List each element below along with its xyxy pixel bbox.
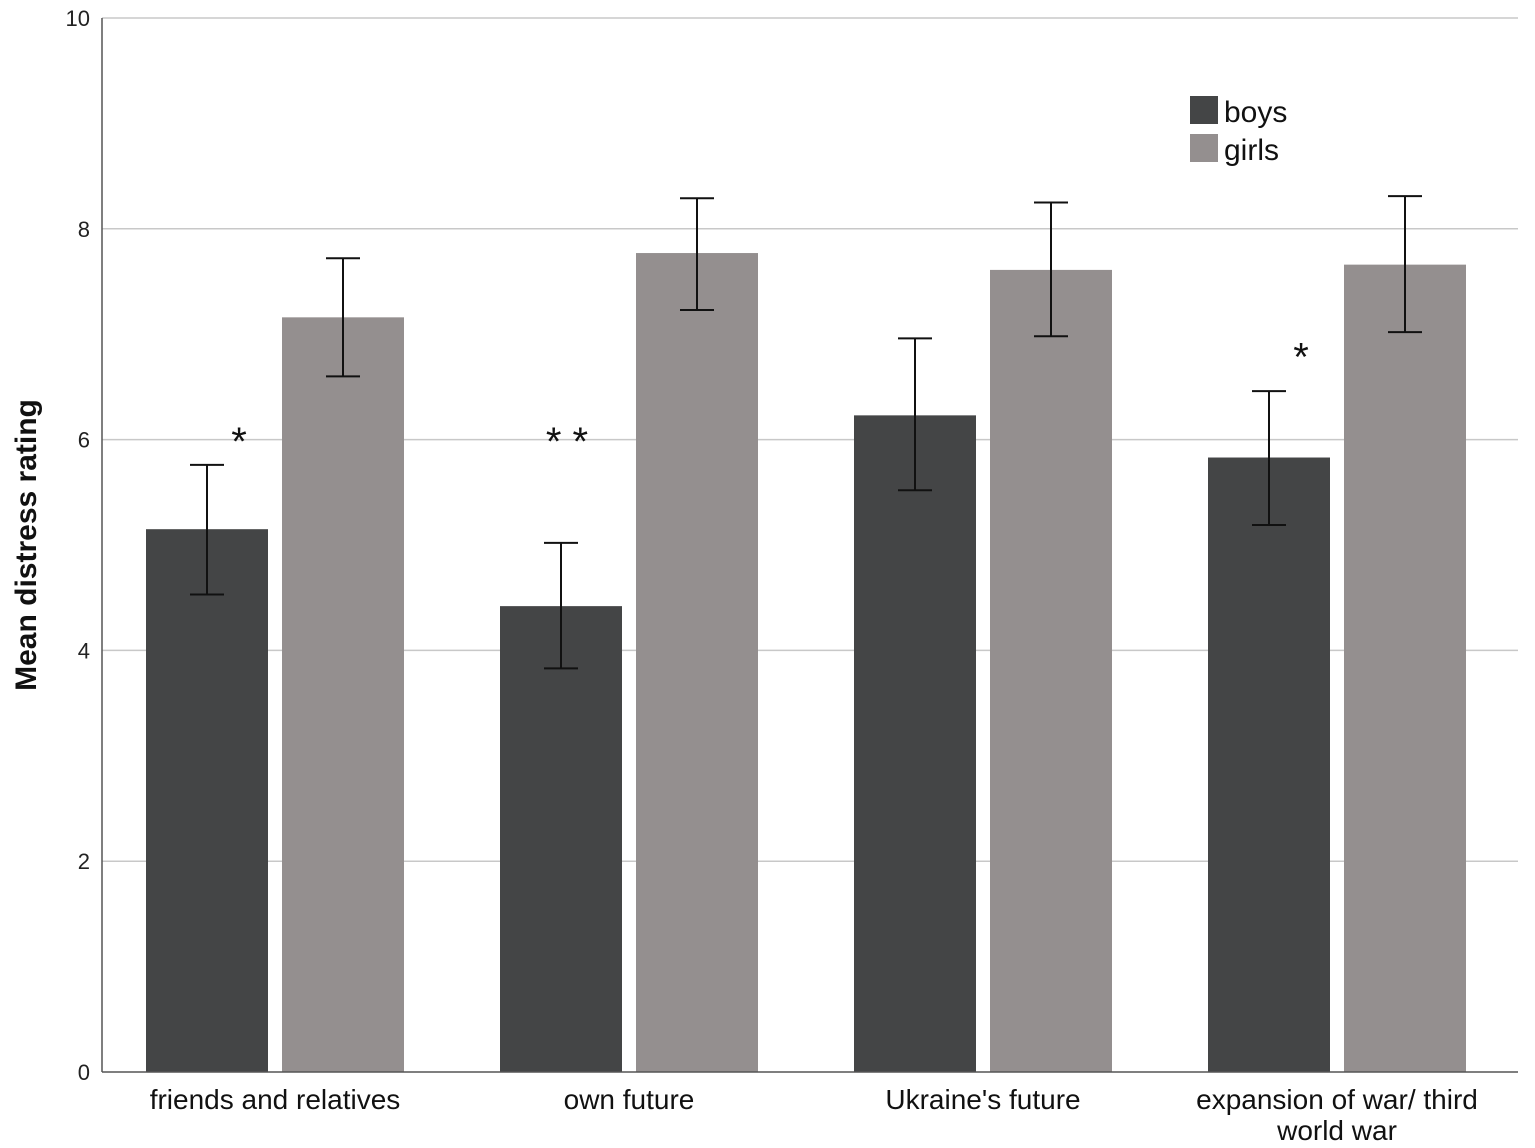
y-tick-label: 6 <box>78 428 90 453</box>
x-category-label: world war <box>1276 1115 1397 1146</box>
x-category-label: own future <box>564 1084 695 1115</box>
y-axis-title: Mean distress rating <box>10 399 43 691</box>
legend: boys girls <box>1190 96 1287 167</box>
x-category-label: Ukraine's future <box>885 1084 1080 1115</box>
significance-markers: * * * * <box>231 336 1309 464</box>
axes <box>101 18 1518 1073</box>
legend-swatch-boys <box>1190 96 1218 124</box>
bar-boys-1 <box>500 606 622 1072</box>
bars <box>146 253 1466 1073</box>
bar-girls-3 <box>1344 264 1466 1072</box>
significance-marker: * * <box>546 420 588 464</box>
bar-girls-1 <box>636 253 758 1073</box>
legend-swatch-girls <box>1190 134 1218 162</box>
y-tick-label: 2 <box>78 849 90 874</box>
bar-girls-0 <box>282 317 404 1072</box>
bar-boys-2 <box>854 415 976 1072</box>
x-category-label: expansion of war/ third <box>1196 1084 1478 1115</box>
y-tick-label: 4 <box>78 638 90 663</box>
bar-boys-0 <box>146 529 268 1072</box>
x-category-labels: friends and relatives own future Ukraine's… <box>150 1084 1478 1146</box>
y-tick-label: 8 <box>78 217 90 242</box>
error-bars <box>190 195 1422 670</box>
legend-label-boys: boys <box>1224 96 1287 129</box>
legend-label-girls: girls <box>1224 134 1279 167</box>
bar-girls-2 <box>990 269 1112 1072</box>
y-tick-label: 0 <box>78 1060 90 1085</box>
y-tick-labels: 0 2 4 6 8 10 <box>66 6 90 1085</box>
bar-boys-3 <box>1208 457 1330 1072</box>
x-category-label: friends and relatives <box>150 1084 401 1115</box>
significance-marker: * <box>1293 336 1309 380</box>
y-tick-label: 10 <box>66 6 90 31</box>
significance-marker: * <box>231 420 247 464</box>
